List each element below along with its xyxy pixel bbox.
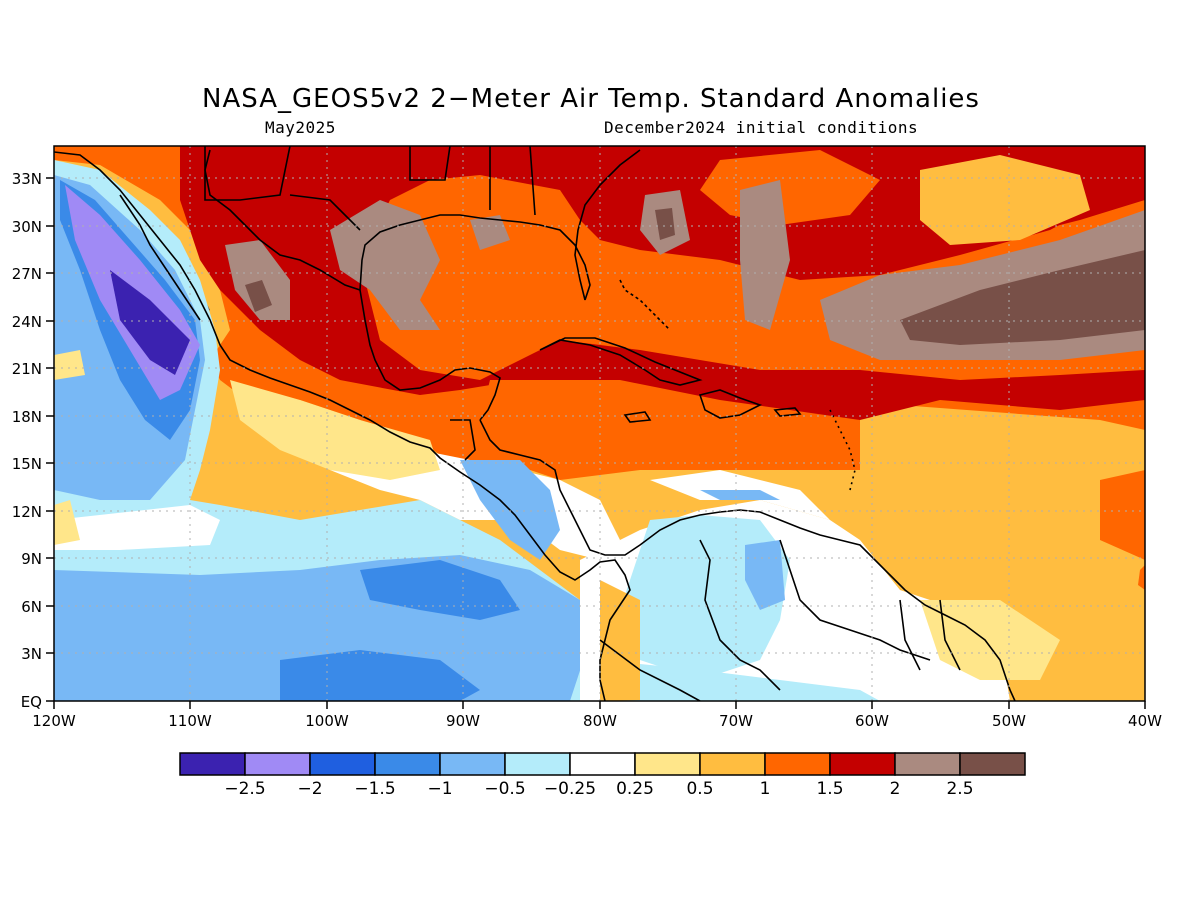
lon-label: 100W — [305, 712, 349, 730]
colorbar-swatch — [309, 752, 376, 776]
coastline-puerto-rico — [773, 407, 802, 417]
lat-label: 24N — [12, 313, 42, 331]
lat-lon-grid — [54, 146, 1145, 701]
forecast-month: May2025 — [265, 118, 336, 137]
colorbar-label: −0.25 — [544, 779, 596, 799]
lon-label: 110W — [168, 712, 212, 730]
colorbar-label: −2.5 — [224, 779, 265, 799]
coastline-pacific — [54, 151, 631, 701]
anomaly-zone-darkpurple-baja — [110, 270, 190, 375]
lon-label: 80W — [583, 712, 617, 730]
lat-label: 6N — [21, 598, 42, 616]
lon-label: 120W — [32, 712, 76, 730]
colorbar-swatch — [179, 752, 246, 776]
anomaly-zone-brown-westmex — [225, 240, 290, 320]
anomaly-field — [54, 146, 1145, 701]
border-us-mexico-west — [204, 146, 291, 201]
anomaly-zone-blue-equator2 — [280, 650, 480, 701]
colorbar-swatch — [699, 752, 766, 776]
lon-label: 40W — [1128, 712, 1162, 730]
colorbar-label: 0.25 — [616, 779, 654, 799]
lat-label: 3N — [21, 645, 42, 663]
coastline-bahamas — [619, 279, 671, 331]
colorbar-label: 0.5 — [686, 779, 713, 799]
colorbar-swatch — [894, 752, 961, 776]
lat-label: EQ — [21, 693, 42, 711]
map-title: NASA_GEOS5v2 2−Meter Air Temp. Standard … — [202, 84, 980, 114]
lat-labels: 33N 30N 27N 24N 21N 18N 15N 12N 9N 6N 3N… — [12, 170, 42, 711]
border-guianas — [899, 599, 961, 671]
coastline-gulf-north — [359, 214, 591, 301]
anomaly-zone-orange-atlantic-edge — [1138, 565, 1145, 590]
colorbar: −2.5 −2 −1.5 −1 −0.5 −0.25 0.25 0.5 1 1.5 2 2.5 — [179, 752, 1026, 799]
coastline-baja — [119, 194, 201, 321]
border-venezuela-brazil — [779, 539, 931, 661]
lon-labels: 120W 110W 100W 90W 80W 70W 60W 50W 40W — [32, 712, 1162, 730]
colorbar-label: −1 — [427, 779, 452, 799]
anomaly-zone-darkbrown-westmex — [245, 280, 272, 312]
coastlines — [54, 146, 1016, 701]
colorbar-swatch — [504, 752, 571, 776]
colorbar-swatch — [764, 752, 831, 776]
anomaly-zone-white-pacific — [54, 505, 220, 550]
anomaly-zone-yellow-ne — [920, 155, 1090, 245]
colorbar-label: 1 — [760, 779, 771, 799]
lat-label: 30N — [12, 218, 42, 236]
lat-label: 15N — [12, 455, 42, 473]
coastline-south-america — [479, 419, 1016, 701]
colorbar-label: −0.5 — [484, 779, 525, 799]
lat-label: 21N — [12, 360, 42, 378]
anomaly-zone-orange-atlantic-east — [1100, 470, 1145, 560]
lon-label: 60W — [855, 712, 889, 730]
lat-label: 27N — [12, 265, 42, 283]
anomaly-zone-cyan-amazon — [600, 660, 880, 701]
border-colombia-ecuador — [599, 639, 701, 701]
anomaly-zone-yellow-pacific-nw — [54, 350, 85, 380]
lon-label: 50W — [992, 712, 1026, 730]
coastline-yucatan — [359, 289, 501, 421]
anomaly-zone-orange-caribbean — [480, 380, 860, 480]
border-us-states — [409, 146, 451, 181]
colorbar-label: 1.5 — [816, 779, 843, 799]
colorbar-swatch — [374, 752, 441, 776]
border-us-mexico-east — [289, 194, 361, 231]
border-colombia-venezuela — [699, 539, 781, 691]
colorbar-swatch — [829, 752, 896, 776]
initial-conditions: December2024 initial conditions — [604, 118, 919, 137]
coastline-jamaica — [623, 411, 652, 423]
coastline-lesser-antilles — [829, 409, 856, 491]
anomaly-zone-yellow-mexico-coast — [230, 380, 440, 480]
border-guatemala — [450, 419, 476, 461]
lon-ticks — [53, 701, 1146, 709]
coastline-us-east — [574, 149, 641, 301]
anomaly-zone-brown-central — [740, 180, 790, 330]
colorbar-swatch — [569, 752, 636, 776]
lat-label: 12N — [12, 503, 42, 521]
coastline-cuba — [539, 337, 703, 386]
lon-label: 90W — [446, 712, 480, 730]
colorbar-swatch — [959, 752, 1026, 776]
anomaly-zone-blue-caribsouth — [700, 490, 780, 500]
anomaly-zone-yellow-colombia — [600, 580, 640, 701]
lat-label: 9N — [21, 550, 42, 568]
colorbar-label: −1.5 — [354, 779, 395, 799]
colorbar-label: 2 — [890, 779, 901, 799]
colorbar-label: 2.5 — [946, 779, 973, 799]
lat-ticks — [46, 177, 54, 702]
lat-label: 33N — [12, 170, 42, 188]
anomaly-zone-blue-equator1 — [360, 560, 520, 620]
colorbar-swatch — [634, 752, 701, 776]
colorbar-swatch — [439, 752, 506, 776]
colorbar-label: −2 — [297, 779, 322, 799]
coastline-gulf-of-california — [204, 149, 361, 291]
coastline-hispaniola — [698, 389, 763, 419]
lat-label: 18N — [12, 408, 42, 426]
lon-label: 70W — [719, 712, 753, 730]
anomaly-zone-yellow-pacific-w — [54, 500, 80, 545]
anomaly-zone-darkbrown-small — [655, 208, 675, 240]
colorbar-swatch — [244, 752, 311, 776]
anomaly-zone-brown-gulf — [470, 215, 510, 250]
anomaly-zone-brown-mexico — [330, 200, 440, 330]
